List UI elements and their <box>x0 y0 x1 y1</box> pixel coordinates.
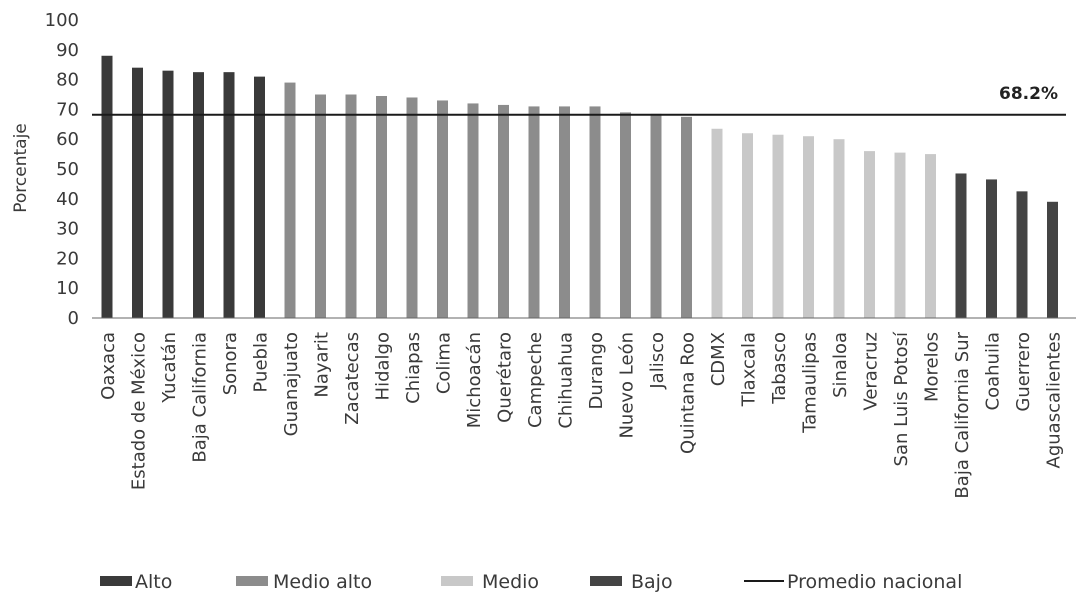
y-tick-label: 40 <box>56 189 79 210</box>
legend-label: Alto <box>135 571 172 593</box>
x-tick-label: Baja California Sur <box>952 331 973 498</box>
bar <box>284 82 296 318</box>
bar <box>406 97 418 318</box>
x-tick-label: Guanajuato <box>281 332 302 436</box>
legend-label: Promedio nacional <box>787 571 962 593</box>
y-axis-label: Porcentaje <box>11 123 31 213</box>
bar <box>1016 191 1028 318</box>
bar <box>955 173 967 318</box>
x-tick-label: Aguascalientes <box>1044 332 1065 468</box>
legend-swatch <box>236 576 268 586</box>
x-tick-label: Chiapas <box>403 332 424 404</box>
x-tick-label: Jalisco <box>647 332 668 390</box>
x-tick-label: Veracruz <box>861 332 882 411</box>
y-tick-label: 0 <box>68 308 79 329</box>
y-tick-label: 100 <box>45 10 79 31</box>
bar <box>589 106 601 318</box>
x-tick-label: Tabasco <box>769 332 790 405</box>
x-tick-label: Sinaloa <box>830 332 851 398</box>
bar <box>742 133 753 318</box>
legend-swatch <box>441 576 473 586</box>
x-tick-label: Yucatán <box>159 332 180 404</box>
y-tick-label: 30 <box>56 219 79 240</box>
y-tick-label: 70 <box>56 99 79 120</box>
bar <box>1047 201 1058 318</box>
x-tick-label: Guerrero <box>1013 332 1034 412</box>
y-tick-label: 50 <box>56 159 79 180</box>
bar <box>345 94 357 318</box>
x-tick-label: Zacatecas <box>342 332 363 425</box>
x-tick-label: Sonora <box>220 332 241 395</box>
x-tick-label: Hidalgo <box>373 332 394 400</box>
x-tick-label: Chihuahua <box>556 332 577 429</box>
legend-label: Medio alto <box>273 571 372 593</box>
bars <box>101 55 1058 319</box>
x-tick-label: Tamaulipas <box>800 332 821 434</box>
legend-swatch <box>100 576 132 586</box>
bar <box>467 103 479 318</box>
x-tick-label: Quintana Roo <box>678 332 699 454</box>
x-tick-label: San Luis Potosí <box>891 331 912 466</box>
y-axis-ticks: 0 10 20 30 40 50 60 70 80 90 100 <box>45 10 79 329</box>
y-tick-label: 90 <box>56 40 79 61</box>
bar <box>162 70 174 318</box>
bar <box>925 154 936 318</box>
bar <box>193 72 204 319</box>
bar <box>894 152 906 318</box>
bar <box>803 136 814 318</box>
x-tick-label: Oaxaca <box>98 332 119 400</box>
bar <box>772 134 784 318</box>
x-tick-label: Nuevo León <box>617 332 638 439</box>
x-tick-label: Michoacán <box>464 332 485 428</box>
x-tick-label: Durango <box>586 332 607 410</box>
y-tick-label: 60 <box>56 129 79 150</box>
bar <box>833 139 845 318</box>
bar <box>650 113 662 319</box>
bar <box>498 104 509 319</box>
x-tick-label: Morelos <box>922 332 943 402</box>
reference-line-label: 68.2% <box>999 84 1058 104</box>
bar <box>681 116 692 318</box>
x-tick-label: Campeche <box>525 332 546 428</box>
bar <box>376 95 387 319</box>
bar <box>620 112 631 318</box>
x-tick-label: Querétaro <box>495 332 516 423</box>
bar <box>101 55 113 318</box>
bar <box>437 100 448 319</box>
x-tick-label: Tlaxcala <box>739 332 760 407</box>
x-axis-labels: Oaxaca Estado de México Yucatán Baja Califo… <box>98 331 1065 499</box>
legend-swatch <box>590 576 622 586</box>
y-tick-label: 80 <box>56 70 79 91</box>
bar <box>864 151 875 318</box>
x-tick-label: Puebla <box>251 332 272 392</box>
x-tick-label: CDMX <box>708 332 729 386</box>
bar <box>254 76 265 319</box>
bar <box>132 67 143 319</box>
x-tick-label: Estado de México <box>129 332 150 490</box>
bar <box>528 106 540 318</box>
x-tick-label: Colima <box>434 332 455 394</box>
legend: Alto Medio alto Medio Bajo Promedio nacional <box>100 571 962 593</box>
bar <box>711 128 723 318</box>
bar <box>223 72 235 319</box>
y-tick-label: 20 <box>56 248 79 269</box>
legend-label: Medio <box>482 571 539 593</box>
bar <box>559 106 570 318</box>
bar <box>315 94 326 318</box>
x-tick-label: Nayarit <box>312 332 333 398</box>
y-tick-label: 10 <box>56 278 79 299</box>
x-tick-label: Coahuila <box>983 332 1004 410</box>
bar <box>986 179 997 318</box>
x-tick-label: Baja California <box>190 332 211 463</box>
legend-label: Bajo <box>631 571 673 593</box>
